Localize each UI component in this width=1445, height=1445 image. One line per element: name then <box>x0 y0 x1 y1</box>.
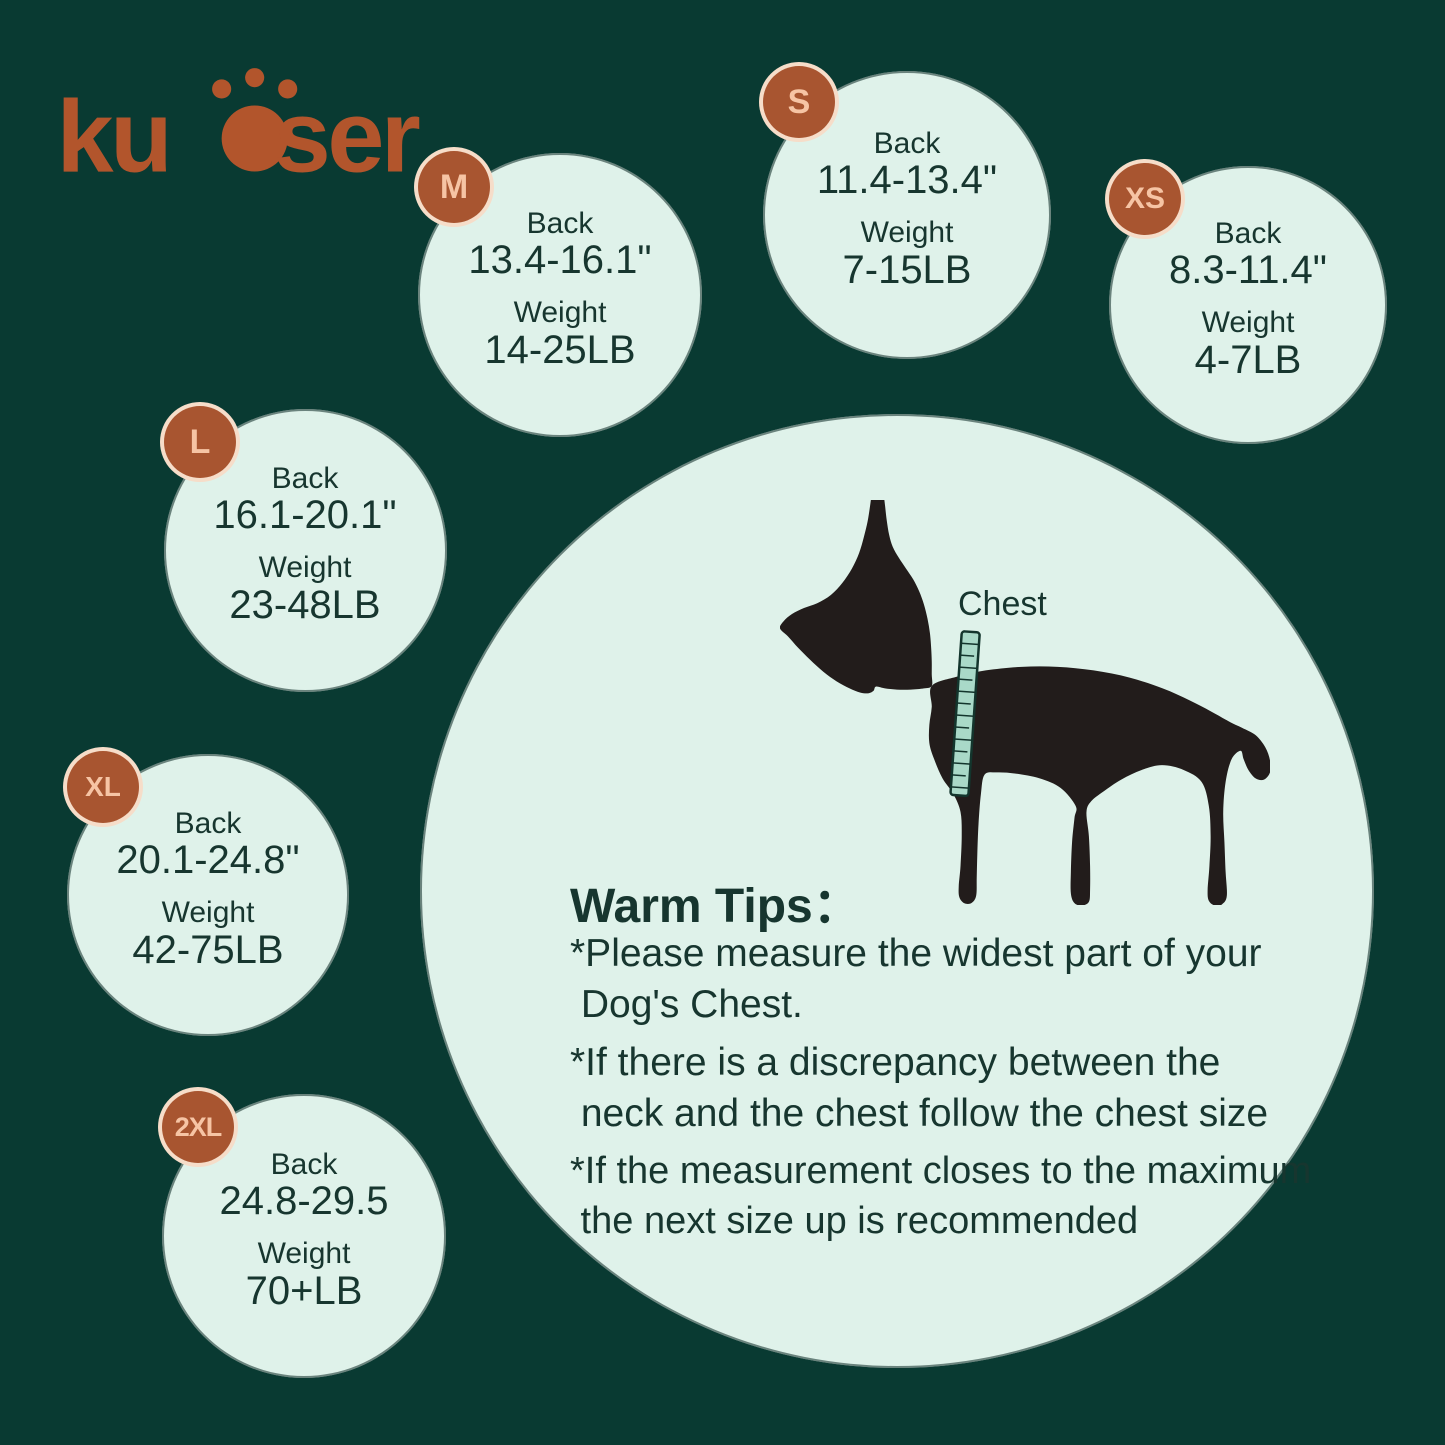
svg-text:ku: ku <box>60 79 169 194</box>
svg-text:ser: ser <box>274 79 420 194</box>
